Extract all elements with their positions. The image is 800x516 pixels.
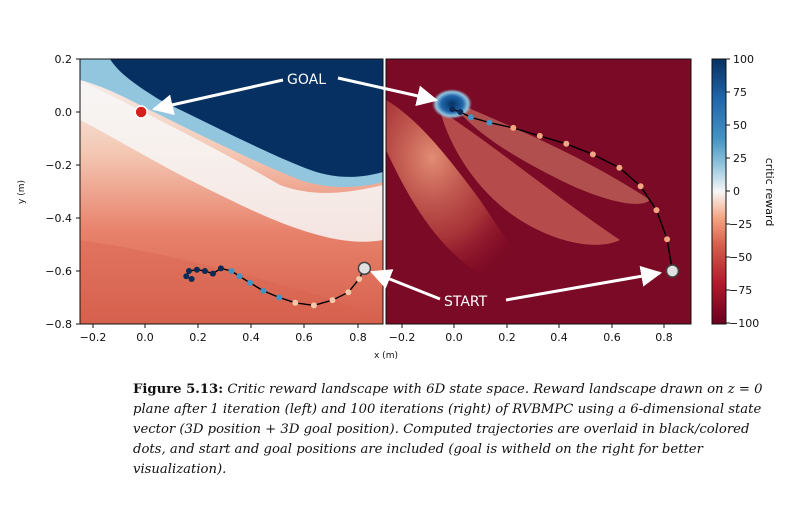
trajectory-dot bbox=[653, 207, 660, 214]
left-trajectory-dots bbox=[183, 265, 368, 309]
x-tick-label: 0.8 bbox=[349, 331, 367, 344]
trajectory-dot bbox=[664, 236, 671, 243]
left-heatmap-dark-blue bbox=[110, 59, 383, 177]
start-callout: START bbox=[444, 294, 488, 310]
trajectory-dot bbox=[228, 268, 235, 274]
colorbar-tick-label: −25 bbox=[729, 218, 752, 231]
trajectory-dot bbox=[193, 266, 200, 273]
trajectory-dot bbox=[536, 132, 543, 139]
x-tick-label: 0.6 bbox=[603, 331, 621, 344]
x-tick-label: −0.2 bbox=[80, 331, 107, 344]
y-tick-label: 0.2 bbox=[55, 53, 73, 66]
figure-chart: GOAL START 0.2 0.0 −0.2 −0.4 −0.6 −0.8 y… bbox=[17, 53, 776, 361]
trajectory-dot bbox=[345, 289, 352, 296]
trajectory-dot bbox=[201, 268, 208, 274]
goal-arrow-left bbox=[151, 78, 284, 116]
y-axis: 0.2 0.0 −0.2 −0.4 −0.6 −0.8 bbox=[45, 53, 80, 331]
trajectory-dot bbox=[260, 287, 267, 294]
x-tick-label: 0.6 bbox=[295, 331, 313, 344]
y-tick-label: −0.4 bbox=[45, 212, 72, 225]
start-marker-left bbox=[357, 261, 372, 276]
trajectory-dot bbox=[209, 270, 216, 277]
start-arrow-left bbox=[370, 269, 441, 301]
figure-caption: Figure 5.13: Critic reward landscape wit… bbox=[133, 380, 773, 480]
x-tick-label: 0.4 bbox=[242, 331, 260, 344]
left-heatmap-red-zone bbox=[80, 240, 383, 324]
trajectory-dot bbox=[292, 299, 299, 306]
start-arrow-right bbox=[505, 265, 663, 302]
trajectory-dot bbox=[589, 151, 596, 158]
x-tick-label: 0.0 bbox=[136, 331, 154, 344]
right-heatmap bbox=[386, 59, 691, 324]
colorbar-ticks: 100 75 50 25 0 −25 −50 −75 −100 bbox=[726, 53, 759, 330]
goal-marker bbox=[134, 105, 148, 119]
x-tick-label: −0.2 bbox=[389, 331, 416, 344]
goal-callout: GOAL bbox=[287, 72, 326, 88]
trajectory-dot bbox=[183, 273, 190, 280]
x-axis-right: −0.2 0.0 0.2 0.4 0.6 0.8 bbox=[389, 324, 673, 344]
trajectory-dot bbox=[449, 106, 456, 113]
y-tick-label: 0.0 bbox=[55, 106, 73, 119]
colorbar-tick-label: 25 bbox=[733, 152, 747, 165]
colorbar bbox=[711, 58, 727, 325]
colorbar-tick-label: −100 bbox=[729, 317, 759, 330]
trajectory-dot bbox=[247, 279, 254, 286]
caption-label: Figure 5.13: bbox=[133, 382, 224, 397]
trajectory-dot bbox=[486, 119, 493, 126]
trajectory-dot bbox=[186, 268, 192, 274]
trajectory-dot bbox=[616, 164, 623, 171]
trajectory-dot bbox=[457, 109, 464, 115]
trajectory-dot bbox=[236, 273, 243, 280]
y-tick-label: −0.2 bbox=[45, 159, 72, 172]
colorbar-tick-label: 50 bbox=[733, 119, 747, 132]
colorbar-tick-label: 100 bbox=[733, 53, 754, 66]
trajectory-dot bbox=[217, 265, 224, 272]
left-plot-frame bbox=[79, 58, 384, 325]
y-tick-label: −0.6 bbox=[45, 265, 72, 278]
start-marker-right bbox=[665, 264, 680, 278]
trajectory-dot bbox=[276, 294, 283, 301]
colorbar-tick-label: −50 bbox=[729, 251, 752, 264]
x-axis-label: x (m) bbox=[374, 351, 398, 361]
colorbar-tick-label: −75 bbox=[729, 284, 752, 297]
right-heatmap-ridge bbox=[450, 100, 650, 204]
left-heatmap bbox=[80, 59, 383, 324]
left-heatmap-blend bbox=[80, 80, 383, 242]
right-heatmap-fan bbox=[440, 110, 620, 245]
x-tick-label: 0.2 bbox=[189, 331, 207, 344]
x-tick-label: 0.8 bbox=[655, 331, 673, 344]
y-tick-label: −0.8 bbox=[45, 318, 72, 331]
x-tick-label: 0.0 bbox=[445, 331, 463, 344]
y-axis-label: y (m) bbox=[17, 180, 27, 204]
right-heatmap-streaks bbox=[386, 100, 540, 293]
left-trajectory-group bbox=[183, 265, 368, 309]
right-plot-frame bbox=[385, 58, 692, 325]
trajectory-dot bbox=[310, 302, 317, 309]
trajectory-dot bbox=[637, 183, 644, 190]
colorbar-label: critic reward bbox=[763, 158, 776, 227]
goal-arrow-right bbox=[337, 76, 439, 107]
colorbar-tick-label: 0 bbox=[733, 185, 740, 198]
x-tick-label: 0.2 bbox=[498, 331, 516, 344]
colorbar-tick-label: 75 bbox=[733, 86, 747, 99]
trajectory-dot bbox=[356, 276, 363, 282]
trajectory-dot bbox=[329, 297, 336, 304]
trajectory-dot bbox=[510, 124, 517, 131]
trajectory-dot bbox=[467, 114, 474, 121]
caption-text: Critic reward landscape with 6D state sp… bbox=[133, 382, 763, 477]
x-axis-left: −0.2 0.0 0.2 0.4 0.6 0.8 bbox=[80, 324, 367, 344]
trajectory-dot bbox=[188, 276, 195, 282]
x-tick-label: 0.4 bbox=[550, 331, 568, 344]
trajectory-dot bbox=[563, 140, 570, 147]
